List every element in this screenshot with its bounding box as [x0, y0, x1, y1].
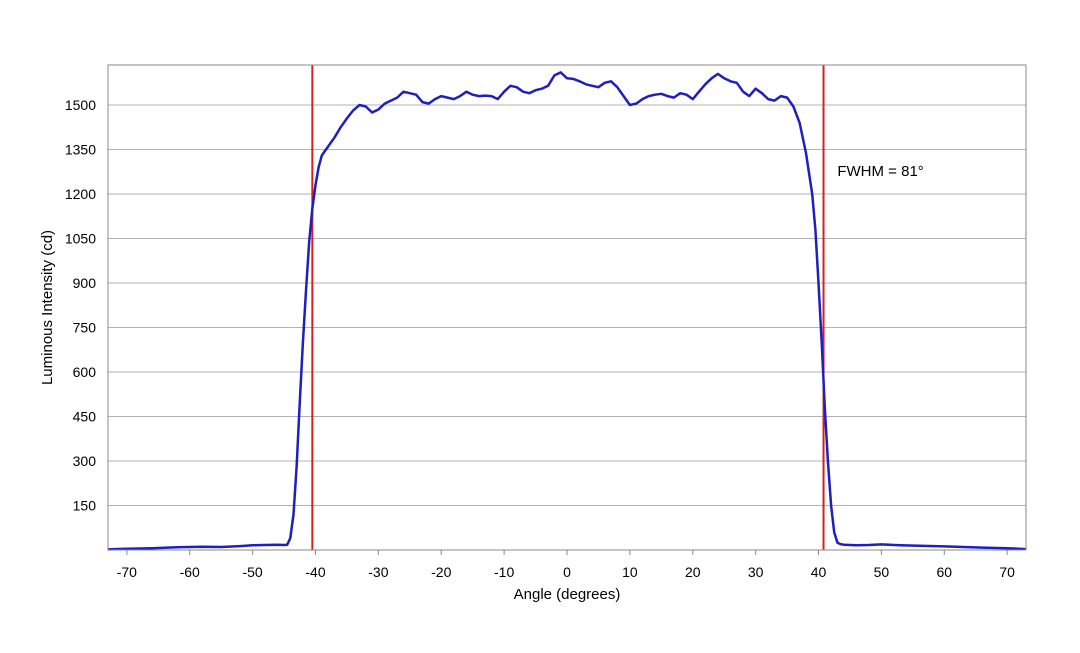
x-tick-label: 60: [936, 564, 952, 580]
fwhm-annotation: FWHM = 81°: [837, 163, 923, 180]
y-tick-label: 1050: [65, 231, 96, 247]
y-tick-label: 1500: [65, 97, 96, 113]
x-tick-label: 40: [811, 564, 827, 580]
fwhm-markers: [311, 65, 825, 550]
x-tick-label: 20: [685, 564, 701, 580]
x-tick-label: 70: [999, 564, 1015, 580]
x-axis-ticks: -70 -60 -50 -40 -30 -20 -10 0 10 20 30 40 50 60 70: [117, 550, 1015, 580]
x-tick-label: 10: [622, 564, 638, 580]
y-axis-title: Luminous Intensity (cd): [39, 230, 56, 385]
y-tick-label: 1200: [65, 186, 96, 202]
x-tick-label: -60: [180, 564, 200, 580]
y-tick-label: 750: [73, 320, 97, 336]
x-tick-label: 50: [874, 564, 890, 580]
y-tick-label: 450: [73, 409, 97, 425]
x-axis-title: Angle (degrees): [514, 586, 621, 603]
y-tick-label: 1350: [65, 142, 96, 158]
x-tick-label: -40: [305, 564, 325, 580]
y-tick-label: 150: [73, 498, 97, 514]
series-layer: [107, 71, 1027, 551]
x-tick-label: -10: [494, 564, 514, 580]
y-tick-label: 600: [73, 364, 97, 380]
grid: [108, 104, 1026, 507]
intensity-series-line: [107, 71, 1027, 551]
y-tick-label: 300: [73, 453, 97, 469]
x-tick-label: -30: [368, 564, 388, 580]
y-tick-label: 900: [73, 275, 97, 291]
x-tick-label: -50: [242, 564, 262, 580]
x-tick-label: 30: [748, 564, 764, 580]
x-tick-label: -70: [117, 564, 137, 580]
plot-frame: [107, 64, 1027, 551]
x-tick-label: 0: [563, 564, 571, 580]
x-tick-label: -20: [431, 564, 451, 580]
y-axis-ticks: 150 300 450 600 750 900 1050 1200 1350 1500: [65, 97, 96, 513]
